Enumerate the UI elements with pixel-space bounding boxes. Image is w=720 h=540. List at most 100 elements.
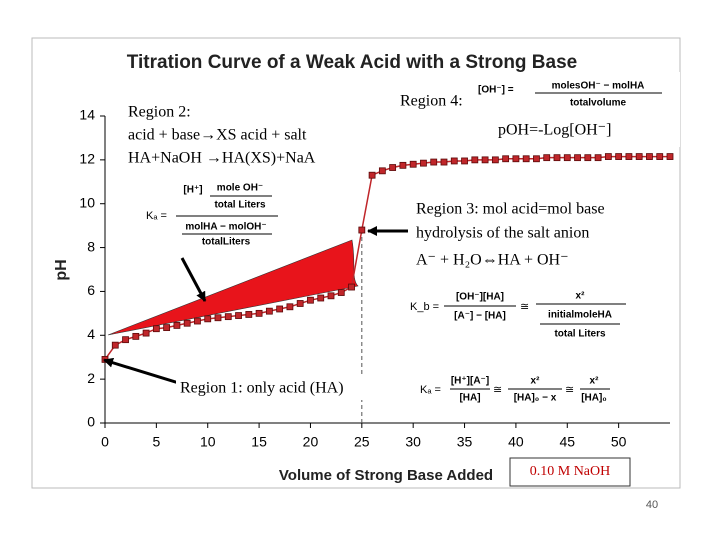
- arrow: [180, 257, 207, 302]
- label-bg: [140, 180, 280, 250]
- chart-title: Titration Curve of a Weak Acid with a St…: [127, 52, 577, 73]
- y-tick-label: 8: [87, 238, 95, 254]
- annotation: Region 1: only acid (HA): [180, 380, 344, 397]
- data-point: [656, 153, 664, 160]
- formula: [H⁺]: [183, 185, 202, 196]
- annotation: 0.10 M NaOH: [530, 464, 611, 479]
- data-point: [276, 305, 284, 313]
- data-point: [440, 158, 448, 166]
- x-tick-label: 40: [508, 434, 524, 450]
- data-point: [142, 329, 150, 337]
- data-point: [512, 155, 520, 163]
- data-point: [543, 154, 551, 162]
- data-point: [307, 296, 314, 304]
- buffer-wedge: [107, 239, 359, 336]
- annotation: HA+NaOH →HA(XS)+NaA: [128, 150, 316, 167]
- data-point: [399, 161, 407, 169]
- formula: x²: [590, 376, 600, 387]
- formula: initialmoleHA: [548, 310, 612, 321]
- data-point: [163, 324, 171, 332]
- label-bg: [410, 196, 668, 274]
- data-point: [430, 158, 438, 166]
- formula: Kₐ =: [146, 210, 167, 222]
- label-box: [509, 457, 631, 487]
- formula: [HA]₀: [581, 393, 607, 404]
- formula-box: K_b = [OH⁻][HA] [A⁻] − [HA] ≅ x² initial…: [405, 282, 635, 344]
- data-point: [327, 292, 335, 300]
- formula: [HA]: [459, 393, 480, 404]
- data-point: [594, 154, 602, 162]
- data-point: [389, 164, 397, 171]
- data-point: [152, 325, 160, 333]
- y-tick-label: 0: [87, 414, 95, 430]
- data-point: [132, 332, 140, 340]
- data-point: [584, 154, 592, 162]
- y-axis-label: pH: [53, 259, 70, 280]
- label-bg: [415, 372, 615, 408]
- formula: total Liters: [214, 200, 266, 211]
- data-point: [563, 154, 571, 162]
- data-point: [204, 315, 212, 323]
- annotation: hydrolysis of the salt anion: [416, 225, 589, 242]
- formula-box: Kₐ = [H⁺] mole OH⁻ total Liters molHA − …: [140, 180, 280, 250]
- annotation: Region 3: mol acid=mol base: [416, 201, 605, 218]
- label-bg: [120, 96, 370, 171]
- annotation: acid + base→XS acid + salt: [128, 127, 307, 144]
- formula: totalvolume: [570, 98, 627, 109]
- data-point: [173, 322, 181, 329]
- x-tick-label: 0: [101, 434, 109, 450]
- formula: Kₐ =: [420, 384, 441, 396]
- label-bg: [395, 72, 680, 147]
- annotation: pOH=-Log[OH⁻]: [498, 122, 611, 139]
- formula: molesOH⁻ − molHA: [552, 81, 645, 92]
- data-point: [574, 154, 581, 162]
- page-number: 40: [646, 499, 658, 511]
- data-point: [450, 157, 458, 165]
- x-tick-label: 45: [559, 434, 575, 450]
- formula: x²: [531, 376, 541, 387]
- data-point: [635, 153, 643, 160]
- data-point: [646, 153, 653, 160]
- data-point: [337, 289, 345, 296]
- annotation: Region 2:: [128, 104, 191, 121]
- x-tick-label: 50: [611, 434, 627, 450]
- data-point: [481, 156, 489, 164]
- formula: ≅: [493, 384, 502, 396]
- x-tick-label: 20: [303, 434, 319, 450]
- formula-box: Kₐ = [H⁺][A⁻] [HA] ≅ x² [HA]₀ − x ≅ x² […: [415, 372, 615, 408]
- x-tick-label: 30: [405, 434, 421, 450]
- data-point: [604, 153, 612, 160]
- formula: ≅: [520, 301, 529, 313]
- data-point: [471, 156, 479, 164]
- data-point: [183, 319, 191, 327]
- data-point: [378, 167, 386, 175]
- frame: [31, 37, 681, 489]
- data-point: [122, 336, 129, 344]
- y-tick-label: 2: [87, 370, 95, 386]
- data-point: [420, 159, 427, 167]
- y-tick-label: 12: [79, 151, 95, 167]
- formula: totalLiters: [202, 237, 251, 248]
- data-point: [368, 171, 376, 179]
- y-tick-label: 4: [87, 326, 95, 342]
- data-point: [625, 153, 633, 160]
- x-tick-label: 10: [200, 434, 216, 450]
- y-tick-label: 10: [79, 194, 95, 210]
- data-point: [224, 313, 232, 321]
- data-point: [502, 155, 510, 163]
- formula: K_b =: [410, 301, 439, 313]
- data-point: [553, 154, 561, 162]
- annotation: Region 4:: [400, 93, 463, 110]
- data-point: [666, 153, 674, 160]
- data-point: [358, 226, 366, 234]
- formula: mole OH⁻: [217, 183, 263, 194]
- data-point: [409, 160, 417, 168]
- data-point: [491, 156, 499, 164]
- data-point: [461, 157, 468, 165]
- formula: molHA − molOH⁻: [185, 222, 266, 233]
- data-point: [255, 309, 263, 317]
- data-point: [296, 300, 304, 307]
- formula: ≅: [565, 384, 574, 396]
